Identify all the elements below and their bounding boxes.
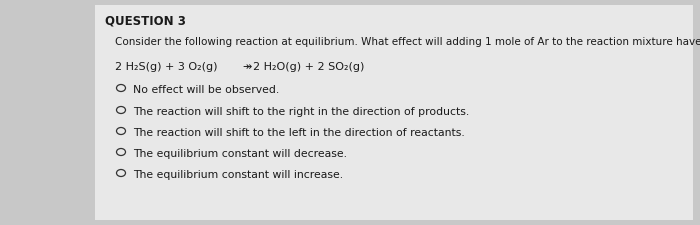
Text: The equilibrium constant will increase.: The equilibrium constant will increase. [133,170,343,180]
Text: Consider the following reaction at equilibrium. What effect will adding 1 mole o: Consider the following reaction at equil… [115,37,700,47]
FancyBboxPatch shape [95,5,693,220]
Text: QUESTION 3: QUESTION 3 [105,15,186,28]
Text: 2 H₂S(g) + 3 O₂(g): 2 H₂S(g) + 3 O₂(g) [115,62,218,72]
Text: ↠: ↠ [242,62,251,72]
Text: The reaction will shift to the left in the direction of reactants.: The reaction will shift to the left in t… [133,128,465,138]
Text: No effect will be observed.: No effect will be observed. [133,85,279,95]
Text: 2 H₂O(g) + 2 SO₂(g): 2 H₂O(g) + 2 SO₂(g) [253,62,365,72]
Text: The reaction will shift to the right in the direction of products.: The reaction will shift to the right in … [133,107,469,117]
Text: The equilibrium constant will decrease.: The equilibrium constant will decrease. [133,149,347,159]
